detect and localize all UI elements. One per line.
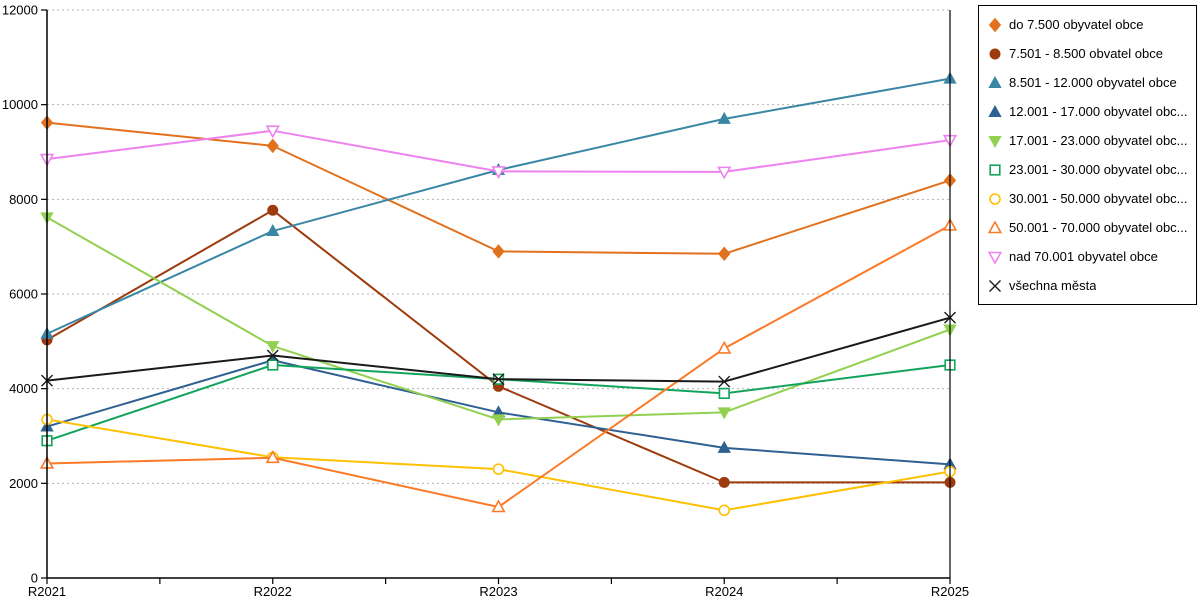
legend-item-label: 8.501 - 12.000 obyvatel obce [1009, 75, 1177, 90]
legend-item-label: nad 70.001 obyvatel obce [1009, 249, 1158, 264]
series-marker [718, 504, 731, 517]
series-marker [718, 246, 731, 262]
series-marker [988, 104, 1002, 117]
series-marker [988, 75, 1002, 88]
x-tick-label: R2024 [705, 584, 743, 599]
legend-item: do 7.500 obyvatel obce [987, 14, 1190, 36]
series-marker [266, 349, 279, 362]
series-line [46, 316, 951, 383]
legend-item: 12.001 - 17.000 obyvatel obc... [987, 101, 1190, 123]
legend-item: 50.001 - 70.000 obyvatel obc... [987, 217, 1190, 239]
series-marker [492, 463, 505, 475]
series-marker [989, 192, 1001, 205]
series-marker [989, 48, 1001, 59]
x-tick-label: R2023 [479, 584, 517, 599]
legend-item-label: do 7.500 obyvatel obce [1009, 17, 1144, 32]
series-marker [718, 387, 730, 400]
series-marker [492, 244, 505, 259]
series-triangle-up [40, 353, 957, 470]
series-marker [717, 407, 731, 420]
legend-marker-icon [987, 251, 1003, 265]
legend-marker-icon [988, 75, 1002, 88]
legend-marker-icon [987, 219, 1003, 233]
series-diamond [40, 115, 957, 262]
series-marker [492, 373, 505, 386]
series-marker [717, 340, 732, 354]
legend-item: 17.001 - 23.000 obyvatel obc... [987, 130, 1190, 152]
series-circle [41, 413, 956, 517]
chart-legend: do 7.500 obyvatel obce 7.501 - 8.500 obva… [978, 5, 1197, 305]
series-marker [265, 125, 280, 139]
legend-item-label: 50.001 - 70.000 obyvatel obc... [1009, 220, 1188, 235]
series-triangle-down [39, 125, 958, 180]
x-tick-label: R2021 [28, 584, 66, 599]
series-marker [717, 166, 732, 180]
series-marker [987, 251, 1003, 265]
legend-item-label: 23.001 - 30.000 obyvatel obc... [1009, 162, 1188, 177]
series-marker [989, 279, 1001, 292]
y-tick-label: 10000 [2, 97, 38, 112]
legend-item: 8.501 - 12.000 obyvatel obce [987, 72, 1190, 94]
series-marker [988, 17, 1002, 32]
legend-marker-icon [988, 135, 1002, 148]
legend-marker-icon [989, 192, 1001, 205]
y-tick-label: 4000 [9, 381, 38, 396]
series-marker [266, 224, 280, 237]
legend-marker-icon [988, 17, 1002, 32]
legend-marker-icon [988, 104, 1002, 117]
legend-item: všechna města [987, 275, 1190, 297]
x-tick-label: R2022 [254, 584, 292, 599]
series-triangle-up [40, 71, 957, 339]
y-tick-label: 6000 [9, 287, 38, 302]
series-marker [491, 414, 506, 427]
legend-item: 30.001 - 50.000 obyvatel obc... [987, 188, 1190, 210]
legend-item-label: 30.001 - 50.000 obyvatel obc... [1009, 191, 1188, 206]
y-tick-label: 8000 [9, 192, 38, 207]
legend-item: 23.001 - 30.000 obyvatel obc... [987, 159, 1190, 181]
y-tick-label: 12000 [2, 3, 38, 18]
series-marker [266, 138, 279, 154]
legend-marker-icon [989, 163, 1001, 176]
series-marker [265, 450, 280, 464]
legend-item: 7.501 - 8.500 obvatel obce [987, 43, 1190, 65]
y-tick-label: 0 [31, 571, 38, 586]
legend-item-label: 17.001 - 23.000 obyvatel obc... [1009, 133, 1188, 148]
legend-item-label: 7.501 - 8.500 obvatel obce [1009, 46, 1163, 61]
y-tick-label: 2000 [9, 476, 38, 491]
series-marker [987, 219, 1003, 233]
series-marker [717, 111, 731, 124]
series-marker [267, 359, 279, 371]
series-marker [718, 375, 731, 388]
series-square [41, 359, 956, 447]
legend-marker-icon [989, 279, 1001, 292]
legend-item-label: 12.001 - 17.000 obyvatel obc... [1009, 104, 1188, 119]
legend-item: nad 70.001 obyvatel obce [987, 246, 1190, 268]
series-marker [717, 440, 731, 453]
series-marker [491, 166, 506, 180]
series-marker [266, 341, 280, 354]
series-marker [718, 476, 730, 488]
series-marker [491, 499, 506, 513]
series-marker [988, 135, 1002, 148]
x-tick-label: R2025 [931, 584, 969, 599]
series-marker [267, 204, 279, 216]
legend-item-label: všechna města [1009, 278, 1097, 293]
legend-marker-icon [989, 48, 1001, 59]
series-marker [989, 163, 1001, 176]
